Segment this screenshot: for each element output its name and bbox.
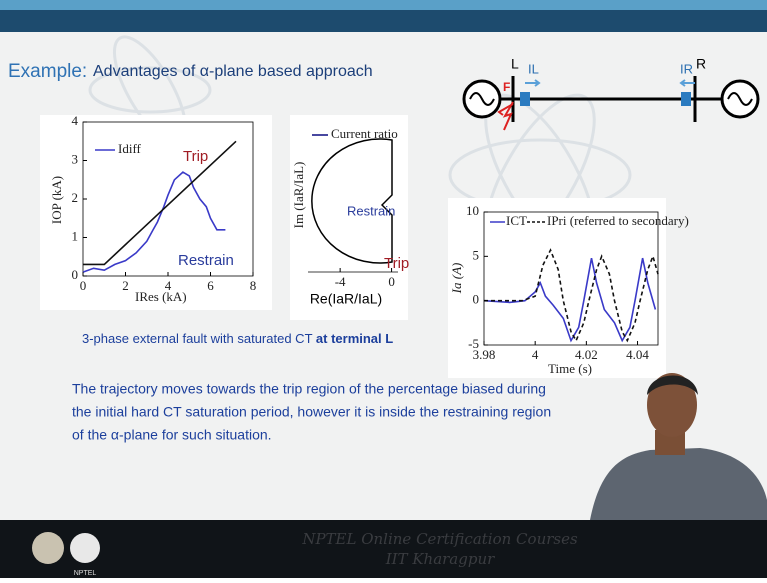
paragraph-line: of the α-plane for such situation. — [72, 427, 272, 443]
y-tick-label: 2 — [72, 190, 79, 205]
y-tick-label: 4 — [72, 113, 79, 128]
title-prefix: Example: — [8, 61, 87, 82]
y-tick-label: 0 — [473, 292, 480, 307]
logo — [70, 533, 100, 563]
x-tick-label: 2 — [122, 278, 129, 293]
x-tick-label: -4 — [335, 274, 346, 289]
footer-line: IIT Kharagpur — [385, 550, 495, 568]
logo — [32, 532, 64, 564]
x-tick-label: 4.04 — [626, 347, 649, 362]
y-tick-label: 5 — [473, 247, 480, 262]
top-band — [0, 10, 767, 32]
x-tick-label: 8 — [250, 278, 257, 293]
y-tick-label: -5 — [468, 336, 479, 351]
y-tick-label: 3 — [72, 151, 79, 166]
x-tick-label: 4.02 — [575, 347, 598, 362]
caption-text: 3-phase external fault with saturated CT — [82, 331, 313, 346]
logo-text: NPTEL — [74, 570, 97, 577]
x-tick-label: 0 — [80, 278, 87, 293]
x-tick-label: 6 — [207, 278, 214, 293]
annotation: Trip — [384, 255, 409, 272]
paragraph-line: the initial hard CT saturation period, h… — [72, 404, 551, 420]
fault-label: F — [503, 80, 510, 94]
legend-label: Idiff — [118, 141, 142, 156]
y-tick-label: 0 — [72, 267, 79, 282]
annotation: Trip — [183, 148, 208, 165]
x-tick-label: 0 — [388, 274, 395, 289]
x-axis-label: IRes (kA) — [135, 289, 187, 304]
caption-bold: at terminal L — [316, 331, 393, 346]
footer — [0, 520, 767, 578]
slide: Example: Advantages of α-plane based app… — [0, 0, 767, 578]
annotation: Restrain — [347, 203, 395, 218]
y-axis-label: IOP (kA) — [49, 176, 64, 224]
paragraph-line: The trajectory moves towards the trip re… — [72, 381, 546, 397]
bus-label: L — [511, 56, 519, 72]
footer-line: NPTEL Online Certification Courses — [301, 530, 578, 548]
y-tick-label: 1 — [72, 228, 79, 243]
top-strip — [0, 0, 767, 10]
bus-label: R — [696, 56, 706, 72]
y-axis-label: Im (IaR/IaL) — [291, 162, 306, 229]
legend-label: Current ratio — [331, 126, 398, 141]
x-axis-label: Re(IaR/IaL) — [310, 291, 382, 307]
title: Advantages of α-plane based approach — [93, 63, 373, 80]
current-label: IR — [680, 61, 693, 76]
caption: 3-phase external fault with saturated CT… — [82, 331, 393, 346]
y-axis-label: Ia (A) — [449, 263, 464, 295]
x-axis-label: Time (s) — [548, 361, 592, 376]
annotation: Restrain — [178, 252, 234, 269]
current-label: IL — [528, 61, 539, 76]
legend-label: IPri (referred to secondary) — [547, 213, 689, 228]
y-tick-label: 10 — [466, 203, 479, 218]
x-tick-label: 4 — [532, 347, 539, 362]
legend-label: ICT — [506, 213, 527, 228]
